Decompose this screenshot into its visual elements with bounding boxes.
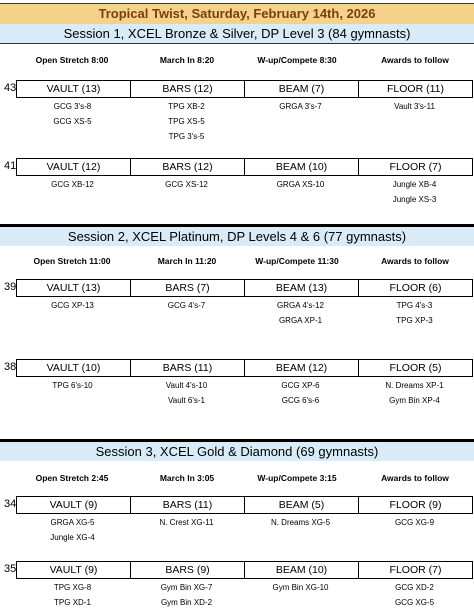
event-cell: BEAM (13) [245,280,359,296]
team-entry: Jungle XS-3 [392,195,437,204]
team-entry: N. Crest XG-11 [159,518,214,527]
team-entry: GRGA 3's-7 [279,102,322,111]
rotation-events: VAULT (13) BARS (7) BEAM (13) FLOOR (6) [16,279,473,297]
time-label: Awards to follow [381,55,449,65]
team-entry: Vault 3's-11 [394,102,435,111]
time-label: March In 8:20 [159,55,215,65]
event-cell: BARS (7) [131,280,245,296]
event-cell: FLOOR (9) [389,499,442,511]
event-cell: BARS (11) [131,360,245,376]
event-cell: FLOOR (11) [387,83,444,95]
rotation-number: 43 [4,82,17,94]
team-entry: TPG XB-2 [168,102,205,111]
team-entry: Gym Bin XP-4 [389,396,440,405]
team-entry: GCG XP-13 [51,301,94,310]
team-entry: GCG XS-5 [53,117,92,126]
team-entry: TPG 4's-3 [396,301,433,310]
event-cell: BARS (9) [131,562,245,578]
event-cell: BEAM (7) [245,81,359,97]
rotation-events: VAULT (13) BARS (12) BEAM (7) FLOOR (11) [16,80,473,98]
time-label: Awards to follow [381,256,449,266]
rotation-number: 34 [4,498,17,510]
event-cell: VAULT (13) [17,81,131,97]
team-entry: TPG XG-8 [53,583,92,592]
team-entry: TPG XS-5 [168,117,205,126]
time-label: Open Stretch 2:45 [35,473,109,483]
team-entry: GCG XP-6 [281,381,320,390]
team-entry: GCG XB-12 [51,180,94,189]
team-entry: Jungle XG-4 [50,533,95,542]
event-cell: BARS (12) [131,81,245,97]
rotation-events: VAULT (9) BARS (9) BEAM (10) FLOOR (7) [16,561,473,579]
team-entry: TPG 3's-5 [168,132,205,141]
rotation-number: 35 [4,563,17,575]
event-cell: BEAM (10) [245,159,359,175]
time-label: Open Stretch 11:00 [33,256,111,266]
time-label: Open Stretch 8:00 [35,55,109,65]
time-label: W-up/Compete 8:30 [257,55,337,65]
event-cell: VAULT (10) [17,360,131,376]
team-entry: GRGA XG-5 [50,518,95,527]
team-entry: GCG XG-9 [394,518,435,527]
event-cell: FLOOR (6) [389,282,442,294]
team-entry: TPG XP-3 [396,316,433,325]
time-label: March In 3:05 [159,473,215,483]
event-cell: VAULT (9) [17,497,131,513]
team-entry: Vault 6's-1 [168,396,205,405]
time-label: Awards to follow [381,473,449,483]
event-cell: BEAM (5) [245,497,359,513]
event-cell: FLOOR (7) [389,161,442,173]
team-entry: Gym Bin XG-10 [272,583,329,592]
team-entry: Jungle XB-4 [392,180,437,189]
event-cell: FLOOR (7) [389,564,442,576]
event-cell: BARS (11) [131,497,245,513]
event-cell: VAULT (13) [17,280,131,296]
event-cell: BARS (12) [131,159,245,175]
event-cell: VAULT (9) [17,562,131,578]
event-cell: BEAM (12) [245,360,359,376]
team-entry: GCG XS-12 [165,180,208,189]
team-entry: N. Dreams XP-1 [385,381,444,390]
team-entry: TPG XD-1 [54,598,91,607]
rotation-events: VAULT (10) BARS (11) BEAM (12) FLOOR (5) [16,359,473,377]
team-entry: N. Dreams XG-5 [270,518,331,527]
team-entry: GCG XD-2 [395,583,434,592]
time-label: March In 11:20 [157,256,217,266]
team-entry: Vault 4's-10 [165,381,208,390]
time-label: W-up/Compete 3:15 [257,473,337,483]
team-entry: TPG 6's-10 [52,381,93,390]
team-entry: GCG XG-5 [394,598,435,607]
event-cell: BEAM (10) [245,562,359,578]
rotation-number: 39 [4,281,17,293]
session-title: Session 1, XCEL Bronze & Silver, DP Leve… [0,24,474,44]
team-entry: Gym Bin XD-2 [160,598,213,607]
team-entry: Gym Bin XG-7 [160,583,213,592]
rotation-number: 41 [4,160,17,172]
team-entry: GCG 6's-6 [281,396,320,405]
team-entry: GRGA XS-10 [276,180,325,189]
session-title: Session 2, XCEL Platinum, DP Levels 4 & … [0,224,474,246]
team-entry: GRGA XP-1 [278,316,323,325]
rotation-events: VAULT (9) BARS (11) BEAM (5) FLOOR (9) [16,496,473,514]
rotation-events: VAULT (12) BARS (12) BEAM (10) FLOOR (7) [16,158,473,176]
session-title: Session 3, XCEL Gold & Diamond (69 gymna… [0,439,474,461]
event-cell: VAULT (12) [17,159,131,175]
team-entry: GCG 3's-8 [53,102,92,111]
page-title: Tropical Twist, Saturday, February 14th,… [0,3,474,25]
time-label: W-up/Compete 11:30 [255,256,339,266]
event-cell: FLOOR (5) [389,362,442,374]
team-entry: GRGA 4's-12 [277,301,324,310]
team-entry: GCG 4's-7 [167,301,206,310]
rotation-number: 38 [4,361,17,373]
